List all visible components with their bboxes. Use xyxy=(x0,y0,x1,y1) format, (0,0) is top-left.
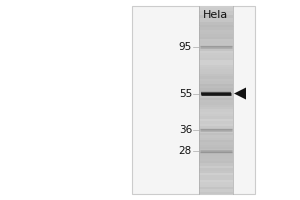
Bar xyxy=(200,138,232,140)
Bar xyxy=(200,72,232,74)
Bar xyxy=(200,8,232,11)
Bar xyxy=(200,182,232,185)
Bar xyxy=(200,69,232,72)
Bar xyxy=(200,126,232,128)
Bar xyxy=(200,20,232,22)
Text: 55: 55 xyxy=(179,89,192,99)
Bar xyxy=(200,180,232,182)
Bar xyxy=(200,74,232,76)
Polygon shape xyxy=(234,88,246,100)
Bar xyxy=(200,133,232,135)
Bar xyxy=(200,37,232,39)
Bar xyxy=(200,192,232,194)
Bar xyxy=(200,114,232,116)
Bar xyxy=(200,91,232,93)
Bar xyxy=(200,140,232,142)
Bar xyxy=(200,102,232,105)
Bar xyxy=(200,25,232,27)
Bar xyxy=(200,11,232,13)
Bar xyxy=(200,154,232,156)
Bar xyxy=(200,22,232,25)
Bar xyxy=(200,13,232,15)
Bar xyxy=(200,79,232,81)
Bar xyxy=(200,44,232,46)
Bar xyxy=(200,6,232,8)
Bar xyxy=(200,105,232,107)
Bar xyxy=(200,163,232,166)
Bar xyxy=(200,98,232,100)
Bar xyxy=(200,112,232,114)
Bar xyxy=(200,58,232,60)
Bar xyxy=(200,39,232,41)
Bar xyxy=(200,65,232,67)
Bar xyxy=(200,84,232,86)
Bar xyxy=(200,142,232,145)
Bar xyxy=(200,159,232,161)
Bar xyxy=(200,175,232,178)
Bar xyxy=(200,116,232,119)
Text: Hela: Hela xyxy=(203,10,229,20)
Bar xyxy=(200,145,232,147)
Bar xyxy=(200,81,232,84)
Bar xyxy=(200,27,232,29)
Bar xyxy=(200,109,232,112)
Bar xyxy=(200,121,232,124)
Bar xyxy=(200,100,232,102)
Bar xyxy=(200,178,232,180)
Bar xyxy=(200,156,232,159)
Bar xyxy=(200,55,232,58)
Bar xyxy=(200,15,232,18)
Text: 36: 36 xyxy=(179,125,192,135)
Bar xyxy=(200,135,232,138)
Bar xyxy=(200,18,232,20)
Bar xyxy=(200,67,232,69)
Bar xyxy=(200,29,232,32)
Text: 28: 28 xyxy=(179,146,192,156)
Bar xyxy=(200,119,232,121)
Bar xyxy=(200,53,232,55)
Bar xyxy=(200,173,232,175)
Bar xyxy=(200,88,232,91)
Bar xyxy=(200,124,232,126)
Bar xyxy=(200,51,232,53)
Bar xyxy=(200,152,232,154)
Bar xyxy=(200,107,232,109)
Bar xyxy=(200,86,232,88)
Text: 95: 95 xyxy=(179,42,192,52)
Bar xyxy=(200,76,232,79)
Bar xyxy=(200,93,232,95)
Bar xyxy=(200,34,232,37)
Bar xyxy=(200,32,232,34)
Bar xyxy=(200,46,232,48)
Bar xyxy=(200,41,232,44)
Bar xyxy=(200,128,232,131)
Bar xyxy=(200,161,232,163)
Bar xyxy=(200,48,232,51)
Bar xyxy=(200,62,232,65)
Bar xyxy=(200,131,232,133)
Bar xyxy=(132,6,255,194)
Bar xyxy=(200,60,232,62)
Bar xyxy=(200,168,232,170)
Bar xyxy=(200,149,232,152)
Bar xyxy=(200,95,232,98)
Bar xyxy=(200,170,232,173)
Bar xyxy=(200,166,232,168)
Bar xyxy=(200,187,232,189)
Bar xyxy=(200,189,232,192)
Bar xyxy=(200,185,232,187)
Bar xyxy=(200,147,232,149)
